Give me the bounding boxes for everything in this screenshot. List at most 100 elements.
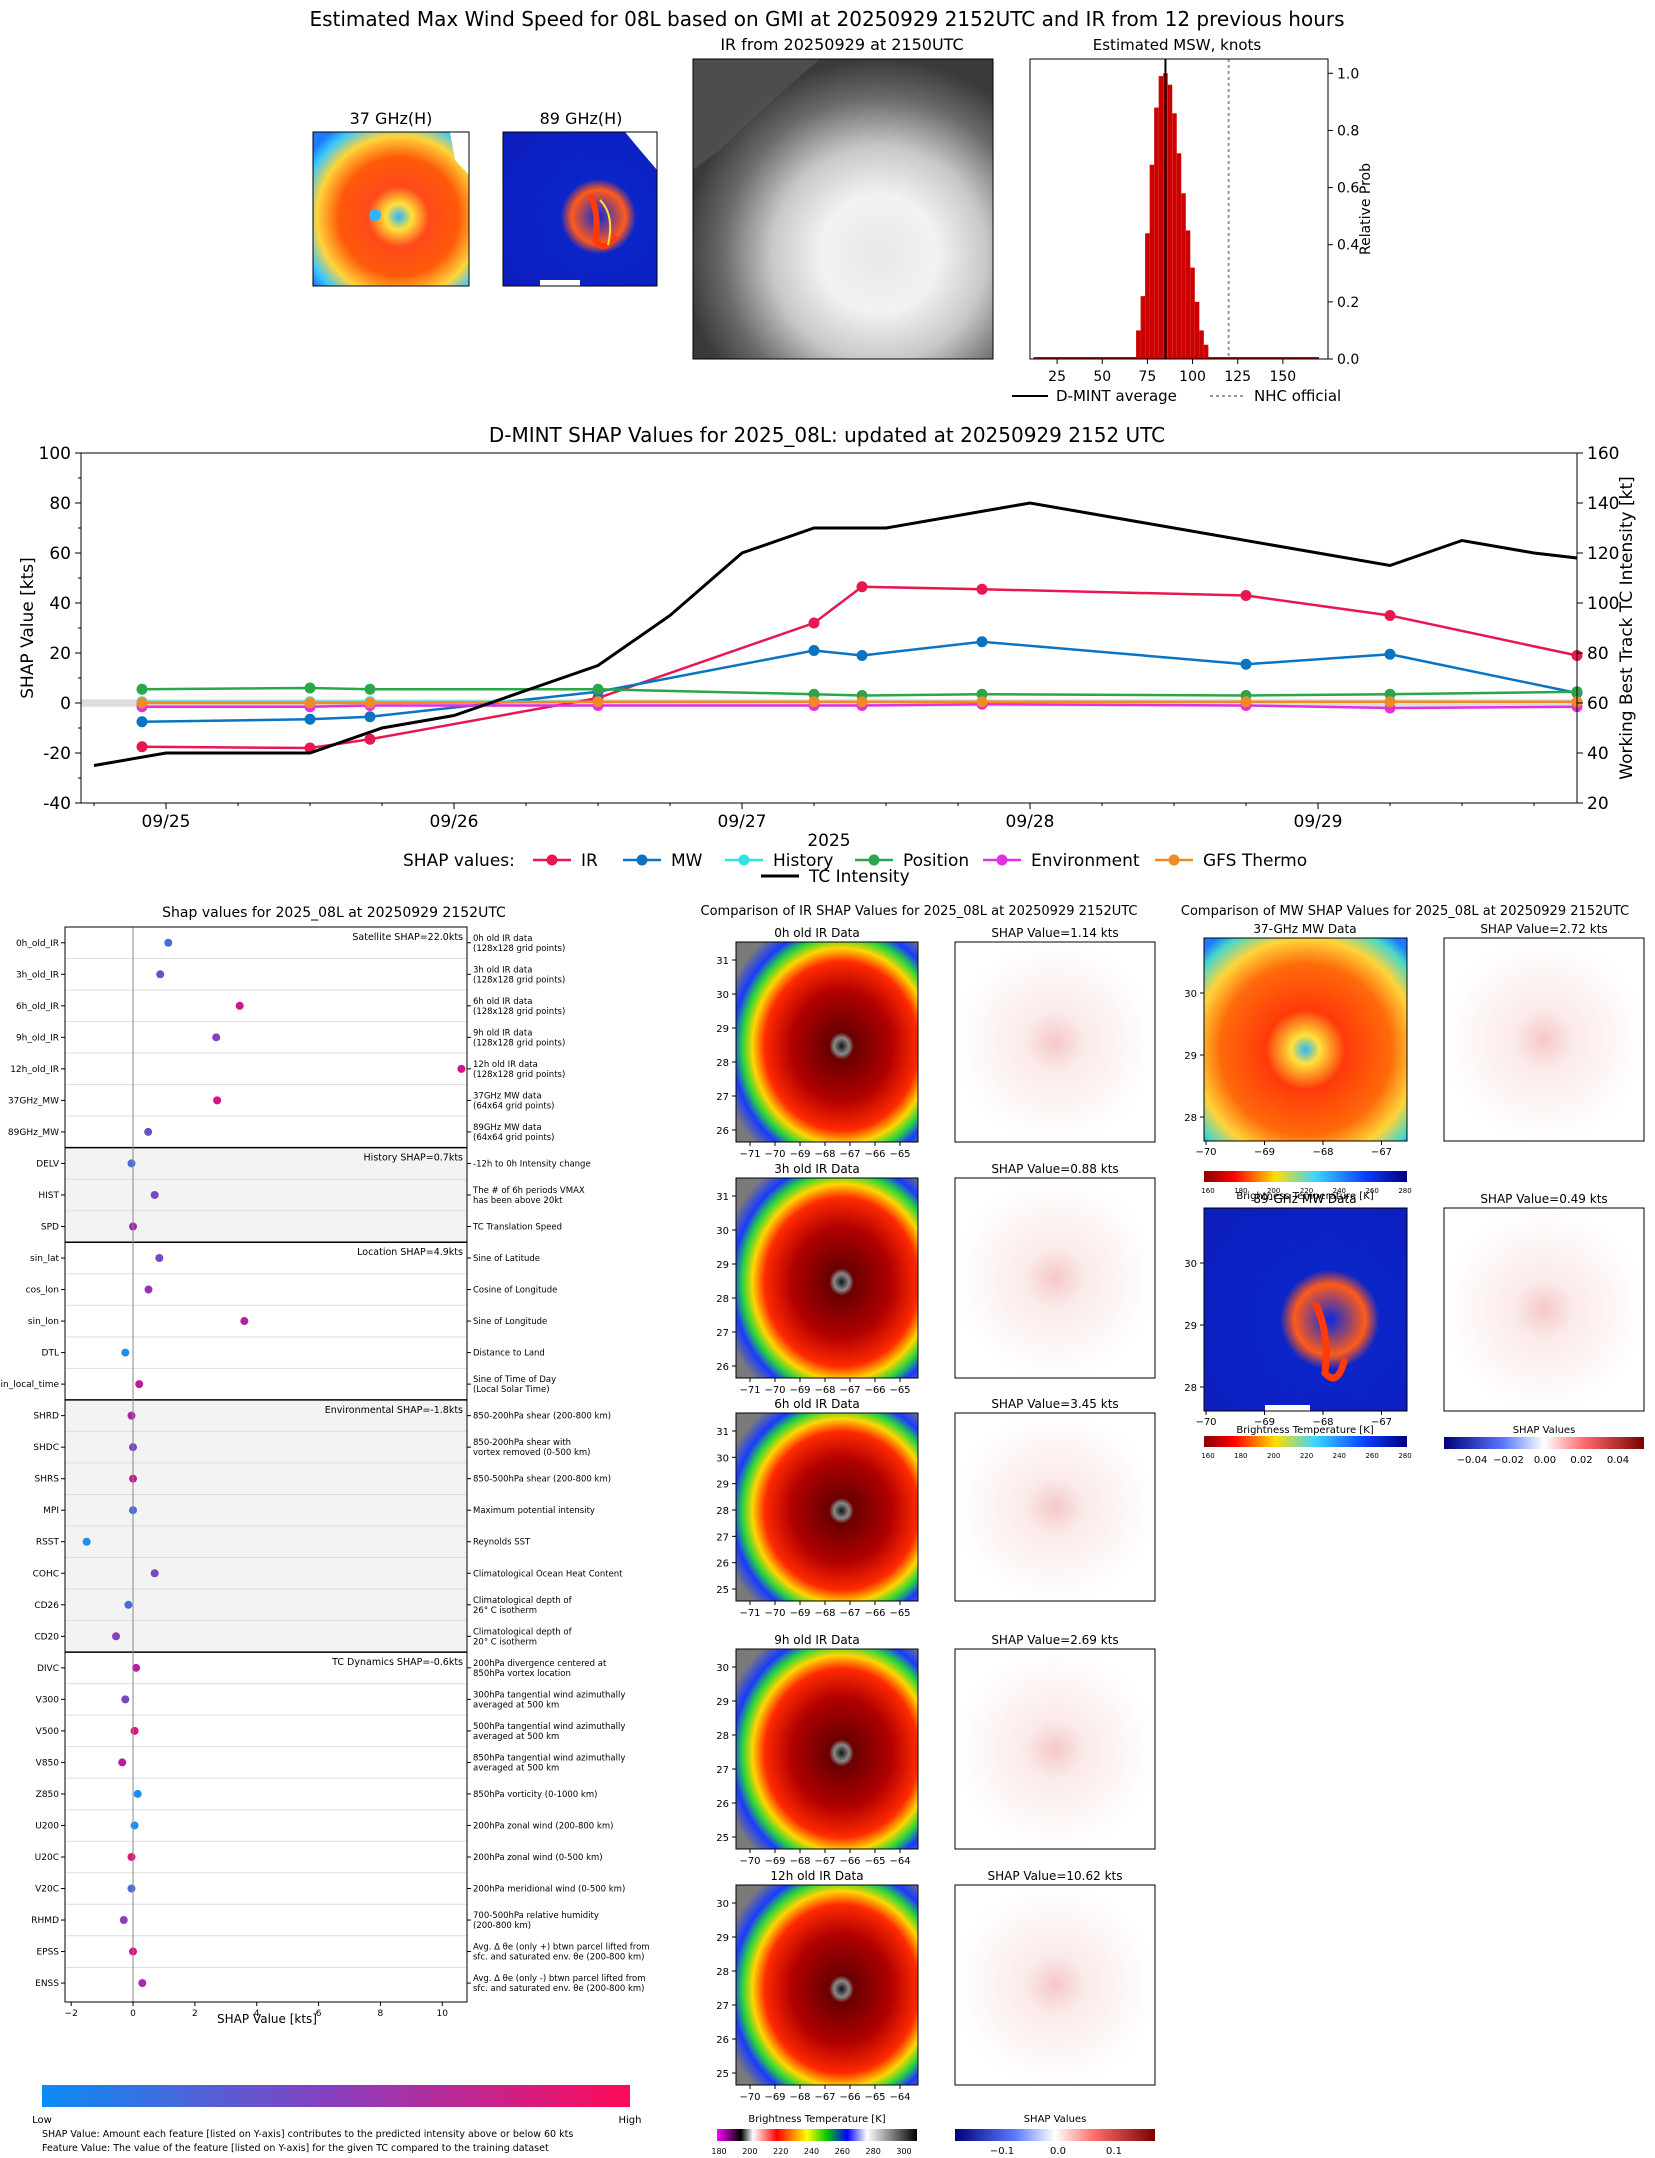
ir-line [141, 585, 1578, 750]
mw-point [364, 711, 376, 723]
hist-bar [1172, 113, 1177, 360]
shap-timeseries: -40 -20 0 20 40 60 80 100 20 40 60 80 100 120 140 160 09… [18, 444, 1637, 851]
svg-text:29: 29 [716, 1260, 729, 1271]
position-point [136, 683, 148, 695]
svg-text:27: 27 [716, 1092, 729, 1103]
ir-compare-title: Comparison of IR SHAP Values for 2025_08… [701, 904, 1138, 919]
feature-name: SHRD [33, 1412, 59, 1422]
feature-point [112, 1632, 121, 1641]
ts-xtick: 09/28 [1006, 812, 1055, 832]
hist-bar [1181, 193, 1186, 359]
ir-point [1384, 610, 1396, 621]
svg-text:−69: −69 [789, 1608, 810, 1619]
svg-text:0.00: 0.00 [1534, 1455, 1556, 1466]
hist-bar [1194, 301, 1200, 359]
svg-text:26: 26 [716, 1799, 729, 1810]
svg-text:280: 280 [866, 2147, 881, 2156]
ts-ylabel-right: Working Best Track TC Intensity [kt] [1617, 476, 1637, 780]
svg-text:0.04: 0.04 [1607, 1455, 1629, 1466]
mw-shap-colorbar: SHAP Values [1444, 1425, 1644, 1449]
feature-point [132, 1663, 141, 1672]
svg-text:30: 30 [716, 990, 729, 1001]
feature-desc: 6h old IR data [473, 997, 532, 1007]
svg-text:28: 28 [716, 1731, 729, 1742]
mw-bt-label-1: Brightness Temperature [K] [1236, 1191, 1373, 1202]
svg-text:−67: −67 [839, 1385, 860, 1396]
svg-text:160: 160 [1201, 1187, 1214, 1195]
ts-ytick-right: 60 [1587, 694, 1609, 714]
mw-shap-map [1444, 1208, 1644, 1411]
svg-text:29: 29 [716, 1933, 729, 1944]
svg-text:260: 260 [835, 2147, 850, 2156]
feature-name: RSST [36, 1538, 60, 1548]
svg-text:30: 30 [716, 1899, 729, 1910]
shap-scatter: Satellite SHAP=22.0kts 0h_old_IR 0h old IR… [0, 926, 650, 2019]
hist-xtick: 100 [1179, 369, 1206, 385]
feature-desc: The # of 6h periods VMAX [472, 1186, 585, 1196]
feature-desc: Cosine of Longitude [473, 1286, 557, 1296]
hist-bar [1145, 233, 1150, 359]
ts-ytick-left: 40 [49, 594, 71, 614]
svg-text:−69: −69 [1254, 1147, 1275, 1158]
feature-desc: (Local Solar Time) [473, 1385, 550, 1395]
feature-desc: 0h old IR data [473, 934, 532, 944]
svg-text:180: 180 [1234, 1452, 1247, 1460]
svg-text:−71: −71 [739, 1385, 760, 1396]
svg-text:30: 30 [1184, 989, 1197, 1000]
gfs-thermo-point [364, 697, 376, 709]
hist-xtick: 50 [1093, 369, 1111, 385]
mw-point [808, 645, 820, 656]
feature-name: EPSS [36, 1948, 59, 1958]
ts-ytick-left: 60 [49, 544, 71, 564]
ts-ytick-right: 120 [1587, 544, 1619, 564]
feature-point [121, 1348, 130, 1357]
shap-scatter-title: Shap values for 2025_08L at 20250929 215… [162, 905, 506, 921]
hist-legend: D-MINT average NHC official [1012, 387, 1341, 405]
feature-name: SPD [41, 1222, 59, 1232]
feature-desc: -12h to 0h Intensity change [473, 1159, 591, 1169]
svg-text:−68: −68 [814, 1149, 835, 1160]
ir-row-label: 3h old IR Data [774, 1162, 860, 1176]
feature-desc: Climatological Ocean Heat Content [473, 1569, 623, 1579]
feature-point [127, 1411, 136, 1420]
svg-text:−68: −68 [789, 1856, 810, 1867]
feature-desc: 200hPa zonal wind (200-800 km) [473, 1821, 613, 1831]
svg-text:0.02: 0.02 [1570, 1455, 1592, 1466]
hist-bar [1185, 230, 1191, 359]
feature-desc: averaged at 500 km [473, 1763, 559, 1773]
feature-point [124, 1600, 133, 1609]
hist-bar [1176, 153, 1182, 359]
svg-text:280: 280 [1398, 1452, 1411, 1460]
feature-desc: 500hPa tangential wind azimuthally [473, 1722, 625, 1732]
panel-89-image [502, 131, 658, 287]
mw-point [1384, 648, 1396, 660]
svg-text:−70: −70 [739, 1856, 760, 1867]
ir-bt-colorbar: Brightness Temperature [K] [717, 2114, 917, 2141]
hist-bar [1199, 330, 1204, 359]
gfs-thermo-point [1384, 696, 1396, 708]
svg-text:−0.04: −0.04 [1457, 1455, 1488, 1466]
svg-text:−64: −64 [889, 1856, 910, 1867]
svg-text:−68: −68 [1312, 1147, 1333, 1158]
hist-ytick: 0.2 [1337, 295, 1359, 311]
svg-text:30: 30 [716, 1663, 729, 1674]
ir-shap-map [955, 1413, 1155, 1601]
feature-name: 6h_old_IR [16, 1002, 59, 1012]
feature-name: sin_lat [30, 1254, 59, 1264]
feature-desc: (128x128 grid points) [473, 1070, 565, 1080]
group-label: Satellite SHAP=22.0kts [352, 932, 463, 943]
position-point [592, 683, 604, 695]
feature-name: sin_local_time [0, 1380, 59, 1390]
ir-row-shap: SHAP Value=0.88 kts [991, 1162, 1118, 1176]
hist-ytick: 0.4 [1337, 238, 1359, 254]
mw-point [304, 713, 316, 725]
ir-point [976, 583, 988, 595]
svg-text:26: 26 [716, 1362, 729, 1373]
ir-point [1240, 590, 1252, 601]
svg-text:260: 260 [1365, 1187, 1378, 1195]
feature-desc: Climatological depth of [473, 1596, 573, 1606]
gfs-thermo-line [142, 700, 1577, 705]
ir-row-shap: SHAP Value=10.62 kts [988, 1869, 1123, 1883]
shap-xtick: 2 [192, 2009, 198, 2019]
svg-text:240: 240 [1333, 1452, 1346, 1460]
